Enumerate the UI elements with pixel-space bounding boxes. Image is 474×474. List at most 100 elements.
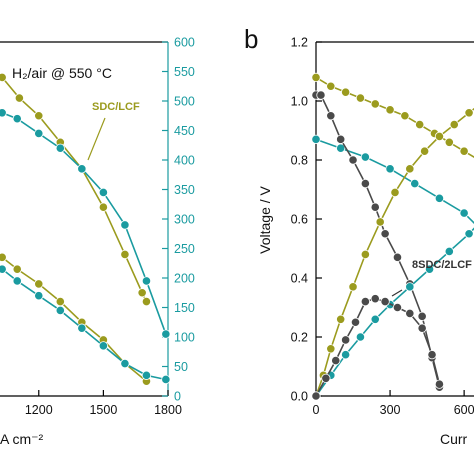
panel-b-x-tick-label: 300	[380, 403, 401, 417]
panel-a-data-point	[98, 341, 108, 351]
panel-a-data-point	[34, 128, 44, 139]
panel-b-data-point	[348, 282, 358, 292]
panel-b-y-tick-label: 0.6	[291, 213, 308, 227]
panel-a-data-point	[77, 164, 87, 174]
panel-a-data-point	[55, 305, 65, 316]
panel-b-data-point	[350, 317, 361, 327]
panel-b-data-point	[355, 93, 366, 103]
panel-a-x-tick-label: 1500	[89, 403, 117, 417]
panel-b-data-point	[392, 302, 403, 313]
panel-b-letter: b	[244, 24, 258, 54]
panel-a-data-point	[0, 72, 7, 82]
panel-b-data-point	[434, 379, 445, 389]
panel-b-label-arrow	[391, 289, 403, 297]
panel-b-data-point	[370, 314, 380, 324]
panel-a-data-point	[34, 291, 44, 301]
panel-b-data-point	[341, 350, 351, 360]
panel-a-data-point	[137, 288, 147, 298]
panel-b-x-tick-label: 0	[313, 403, 320, 417]
panel-b-series	[311, 72, 474, 401]
panel-a-series-label: SDC/LCF	[92, 101, 140, 113]
panel-b-series-line	[316, 94, 441, 388]
panel-b-y-tick-label: 1.0	[291, 95, 308, 109]
panel-a-series	[0, 72, 171, 386]
panel-b-data-point	[427, 350, 437, 360]
panel-a-y2-tick-label: 200	[174, 272, 195, 286]
panel-b-data-point	[341, 87, 351, 97]
panel-b-data-point	[434, 193, 445, 203]
panel-b-data-point	[420, 146, 430, 156]
panel-a-data-point	[120, 220, 130, 230]
panel-b-data-point	[459, 146, 469, 156]
panel-a-data-point	[161, 374, 171, 385]
panel-b-data-point	[444, 137, 454, 147]
panel-b-data-point	[415, 120, 425, 130]
panel-b-data-point	[348, 155, 358, 165]
panel-a-data-point	[98, 187, 108, 198]
panel-b-data-point	[444, 246, 454, 257]
panel-a-annotation: H₂/air @ 550 °C	[12, 65, 112, 81]
panel-a-data-point	[141, 276, 152, 286]
panel-b-data-point	[449, 120, 459, 130]
panel-b-data-point	[375, 217, 385, 227]
panel-b-y-label: Voltage / V	[257, 185, 273, 253]
panel-b-data-point	[341, 335, 351, 345]
panel-a-y2-tick-label: 550	[174, 65, 195, 79]
panel-b-series-line	[315, 227, 474, 397]
panel-b-data-point	[405, 164, 415, 174]
panel-a-data-point	[55, 296, 65, 307]
panel-a-series-line	[1, 112, 167, 335]
panel-b-data-point	[336, 134, 346, 144]
panel-b-data-point	[360, 152, 370, 162]
panel-b-data-point	[459, 208, 469, 218]
panel-b-series-label: 8SDC/2LCF	[412, 259, 472, 271]
panel-a-y2-tick-label: 400	[174, 154, 195, 168]
panel-a-data-point	[12, 276, 22, 286]
panel-a-data-point	[12, 114, 22, 124]
panel-b-data-point	[405, 308, 415, 318]
panel-a-data-point	[77, 323, 87, 333]
panel-b-y-tick-label: 0.8	[291, 154, 308, 168]
panel-b-data-point	[326, 81, 336, 91]
panel-a-x-label: A cm⁻²	[0, 431, 44, 447]
panel-b-data-point	[360, 249, 370, 259]
panel-a-data-point	[98, 202, 108, 212]
panel-a-y2-tick-label: 50	[174, 360, 188, 374]
panel-b-data-point	[434, 131, 445, 141]
panel-b-y-ticks: 0.0 0.2 0.4 0.6 0.8 1.0 1.2	[291, 36, 322, 404]
panel-a-data-point	[14, 93, 24, 103]
panel-a-data-point	[141, 370, 152, 380]
panel-a-y2-tick-label: 500	[174, 95, 195, 109]
panel-a-y2-tick-label: 300	[174, 213, 195, 227]
panel-a-y2-tick-label: 150	[174, 301, 195, 315]
panel-a-y2-ticks: 0 50 100 150 200 250 300 350 400 450 500 550 600	[162, 36, 195, 404]
panel-a-data-point	[141, 296, 152, 307]
panel-b-data-point	[385, 164, 395, 174]
panel-b-data-point	[326, 344, 336, 354]
panel-b-data-point	[355, 332, 366, 342]
panel-a-y2-tick-label: 450	[174, 124, 195, 138]
panel-a-data-point	[120, 358, 130, 369]
panel-b-data-point	[326, 111, 336, 121]
panel-b-data-point	[400, 111, 410, 121]
panel-b-y-tick-label: 0.0	[291, 390, 308, 404]
panel-a-data-point	[34, 279, 44, 289]
panel-a-y2-tick-label: 250	[174, 242, 195, 256]
panel-b-data-point	[311, 134, 321, 144]
panel-b-data-point	[331, 355, 341, 366]
panel-b-data-point	[321, 373, 331, 383]
panel-b-series-line	[315, 107, 474, 397]
panel-b-data-point	[464, 108, 474, 118]
panel-b-data-point	[370, 99, 380, 109]
panel-a-data-point	[34, 111, 44, 121]
panel-b-data-point	[417, 311, 427, 321]
panel-b-data-point	[316, 90, 326, 100]
panel-b-data-point	[380, 229, 390, 239]
panel-a-x-tick-label: 1200	[25, 403, 53, 417]
panel-a-data-point	[55, 143, 65, 153]
panel-a-data-point	[161, 329, 171, 339]
panel-b-y-tick-label: 0.4	[291, 272, 308, 286]
panel-b-data-point	[392, 252, 403, 262]
panel-b-data-point	[424, 264, 435, 274]
